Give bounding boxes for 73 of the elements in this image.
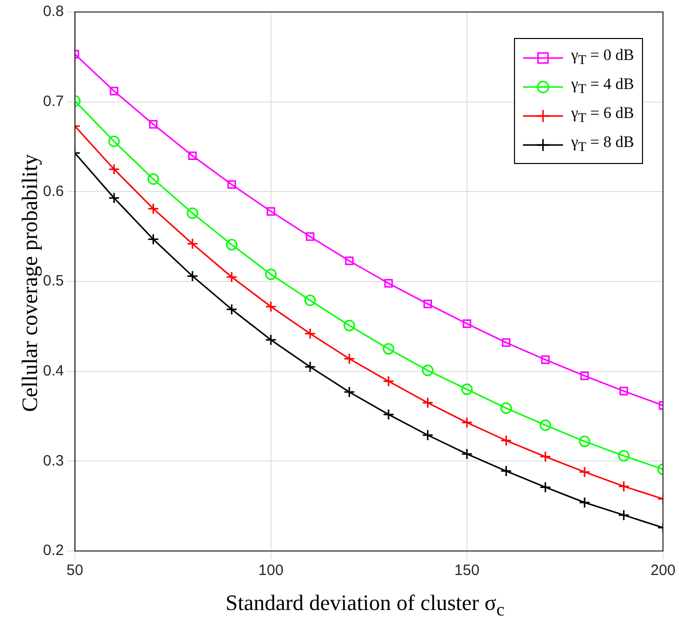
legend-label: γ$_{T}$ = 8 dB bbox=[571, 134, 634, 156]
point bbox=[382, 343, 394, 355]
point bbox=[500, 434, 512, 446]
point bbox=[344, 353, 356, 365]
x-axis-title: Standard deviation of cluster σ$_{c}$ bbox=[224, 590, 506, 620]
point bbox=[108, 163, 120, 175]
point bbox=[344, 386, 356, 398]
point bbox=[540, 419, 552, 431]
point bbox=[188, 151, 197, 160]
point bbox=[304, 328, 316, 340]
point bbox=[540, 481, 552, 493]
point bbox=[618, 509, 630, 521]
point bbox=[148, 173, 160, 185]
point bbox=[382, 375, 394, 387]
point bbox=[384, 279, 393, 288]
y-tick-label: 0.7 bbox=[42, 92, 64, 110]
point bbox=[422, 397, 434, 409]
point bbox=[502, 338, 510, 347]
x-tick-label: 200 bbox=[650, 562, 676, 580]
x-tick-label: 100 bbox=[258, 562, 284, 580]
y-tick-label: 0.4 bbox=[42, 362, 64, 380]
point bbox=[306, 232, 314, 241]
point bbox=[382, 408, 394, 420]
point bbox=[148, 202, 160, 214]
point bbox=[227, 180, 236, 189]
y-tick-label: 0.6 bbox=[42, 182, 64, 200]
point bbox=[266, 207, 276, 216]
point bbox=[422, 364, 434, 376]
y-tick-label: 0.2 bbox=[42, 542, 64, 560]
point bbox=[462, 319, 472, 328]
point bbox=[304, 361, 316, 373]
point bbox=[422, 429, 434, 441]
point bbox=[618, 450, 630, 462]
point bbox=[110, 86, 118, 96]
x-tick-label: 50 bbox=[66, 562, 84, 580]
point bbox=[186, 238, 198, 250]
point bbox=[265, 334, 277, 346]
point bbox=[500, 465, 512, 477]
point bbox=[423, 300, 432, 308]
point bbox=[108, 136, 120, 148]
y-tick-label: 0.5 bbox=[42, 272, 64, 290]
point bbox=[226, 238, 238, 250]
point bbox=[148, 120, 158, 129]
point bbox=[265, 268, 277, 280]
point bbox=[580, 372, 589, 380]
point bbox=[226, 271, 238, 283]
x-tick-label: 150 bbox=[454, 562, 480, 580]
point bbox=[540, 450, 552, 462]
point bbox=[541, 355, 550, 364]
point bbox=[461, 448, 473, 460]
legend-label: γ$_{T}$ = 4 dB bbox=[571, 76, 634, 98]
point bbox=[620, 386, 628, 396]
point bbox=[461, 384, 473, 396]
point bbox=[344, 320, 356, 332]
point bbox=[618, 480, 630, 492]
legend-label: γ$_{T}$ = 0 dB bbox=[571, 46, 634, 68]
point bbox=[461, 416, 473, 428]
point bbox=[186, 207, 198, 219]
point bbox=[148, 234, 160, 246]
y-axis-title: Cellular coverage probability bbox=[17, 153, 43, 414]
y-tick-label: 0.8 bbox=[42, 3, 64, 20]
point bbox=[226, 304, 238, 316]
point bbox=[345, 256, 354, 266]
point bbox=[304, 294, 316, 306]
point bbox=[500, 402, 512, 414]
point bbox=[108, 192, 120, 204]
point bbox=[265, 300, 277, 312]
legend-label: γ$_{T}$ = 6 dB bbox=[571, 104, 634, 126]
point bbox=[578, 436, 590, 448]
y-tick-label: 0.3 bbox=[42, 452, 64, 470]
point bbox=[578, 466, 590, 478]
point bbox=[578, 496, 590, 508]
point bbox=[186, 270, 198, 282]
